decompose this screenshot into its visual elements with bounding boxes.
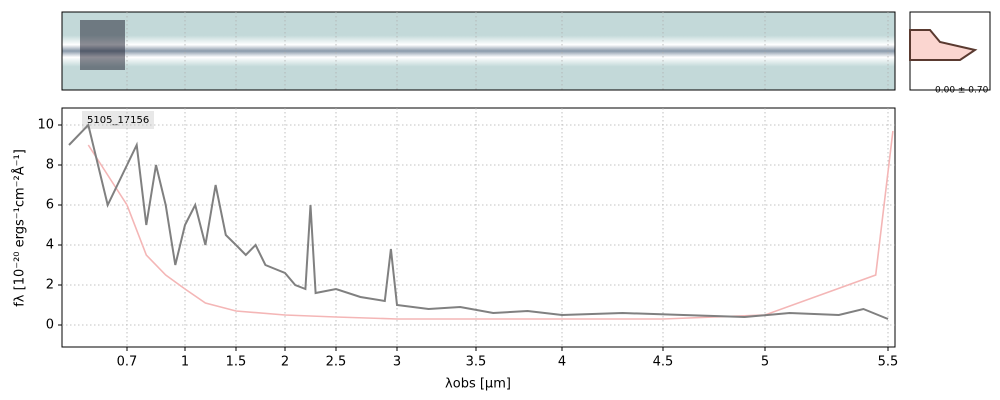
y-tick-label: 6 <box>46 198 54 213</box>
x-axis-label: λobs [μm] <box>445 377 511 392</box>
y-tick-label: 8 <box>46 158 54 173</box>
spectrum-label: 5105_17156 <box>87 115 149 126</box>
x-tick-label: 2 <box>281 355 289 370</box>
series-line <box>68 122 889 320</box>
x-tick-label: 1.5 <box>226 355 247 370</box>
spectrum-2d <box>61 11 896 91</box>
axes <box>61 107 896 348</box>
x-tick-label: 1 <box>181 355 189 370</box>
x-tick-label: 4 <box>558 355 566 370</box>
label-box <box>82 111 154 129</box>
x-tick-label: 3.5 <box>466 355 487 370</box>
x-tick-label: 4.5 <box>653 355 674 370</box>
x-tick-label: 5.5 <box>878 355 899 370</box>
x-tick-label: 3 <box>393 355 401 370</box>
side-label: 0.00 ± 0.70 <box>935 86 989 96</box>
x-tick-label: 2.5 <box>326 355 347 370</box>
y-tick-label: 4 <box>46 238 54 253</box>
y-tick-label: 10 <box>37 118 54 133</box>
y-tick-label: 2 <box>46 278 54 293</box>
y-tick-label: 0 <box>46 318 54 333</box>
side-histogram <box>909 29 978 61</box>
spectrum-2d-edge <box>80 20 125 70</box>
x-tick-label: 0.7 <box>117 355 138 370</box>
x-tick-label: 5 <box>761 355 769 370</box>
y-axis-label: fλ [10⁻²⁰ ergs⁻¹cm⁻²Å⁻¹] <box>12 149 28 307</box>
